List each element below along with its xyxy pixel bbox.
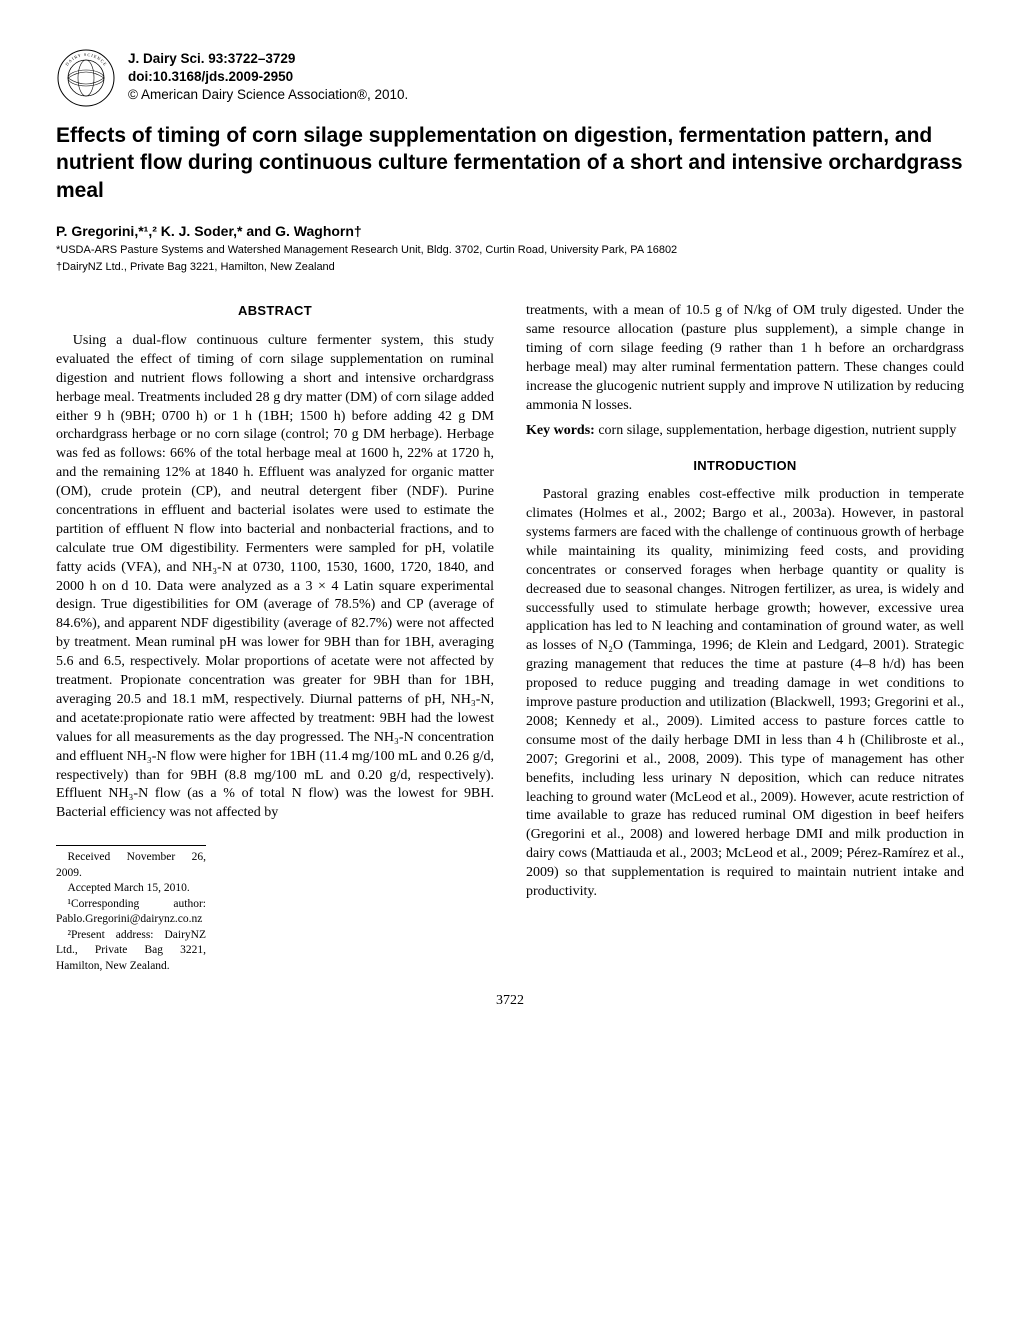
- footnote-present-address: ²Present address: DairyNZ Ltd., Private …: [56, 928, 206, 975]
- keywords-line: Key words: corn silage, supplementation,…: [526, 422, 964, 441]
- two-column-body: ABSTRACT Using a dual-flow continuous cu…: [56, 302, 964, 974]
- abstract-text: Using a dual-flow continuous culture fer…: [56, 332, 494, 823]
- footnotes-block: Received November 26, 2009. Accepted Mar…: [56, 845, 206, 974]
- abstract-heading: ABSTRACT: [56, 302, 494, 320]
- journal-citation: J. Dairy Sci. 93:3722–3729: [128, 50, 964, 68]
- doi: doi:10.3168/jds.2009-2950: [128, 68, 964, 86]
- header-text-block: J. Dairy Sci. 93:3722–3729 doi:10.3168/j…: [128, 48, 964, 105]
- introduction-heading: INTRODUCTION: [526, 457, 964, 475]
- keywords-label: Key words:: [526, 423, 595, 438]
- abstract-continuation: treatments, with a mean of 10.5 g of N/k…: [526, 302, 964, 415]
- journal-header: DAIRY SCIENCE J. Dairy Sci. 93:3722–3729…: [56, 48, 964, 108]
- footnote-accepted: Accepted March 15, 2010.: [56, 881, 206, 897]
- right-column: treatments, with a mean of 10.5 g of N/k…: [526, 302, 964, 974]
- left-column: ABSTRACT Using a dual-flow continuous cu…: [56, 302, 494, 974]
- introduction-text: Pastoral grazing enables cost-effective …: [526, 486, 964, 902]
- author-list: P. Gregorini,*¹,² K. J. Soder,* and G. W…: [56, 222, 964, 241]
- affiliation-1: *USDA-ARS Pasture Systems and Watershed …: [56, 243, 964, 258]
- page-number: 3722: [56, 992, 964, 1011]
- journal-logo: DAIRY SCIENCE: [56, 48, 116, 108]
- affiliation-2: †DairyNZ Ltd., Private Bag 3221, Hamilto…: [56, 260, 964, 275]
- article-title: Effects of timing of corn silage supplem…: [56, 122, 964, 204]
- footnote-received: Received November 26, 2009.: [56, 850, 206, 881]
- keywords-text: corn silage, supplementation, herbage di…: [598, 423, 956, 438]
- copyright: © American Dairy Science Association®, 2…: [128, 86, 964, 104]
- footnote-corresponding: ¹Corresponding author: Pablo.Gregorini@d…: [56, 897, 206, 928]
